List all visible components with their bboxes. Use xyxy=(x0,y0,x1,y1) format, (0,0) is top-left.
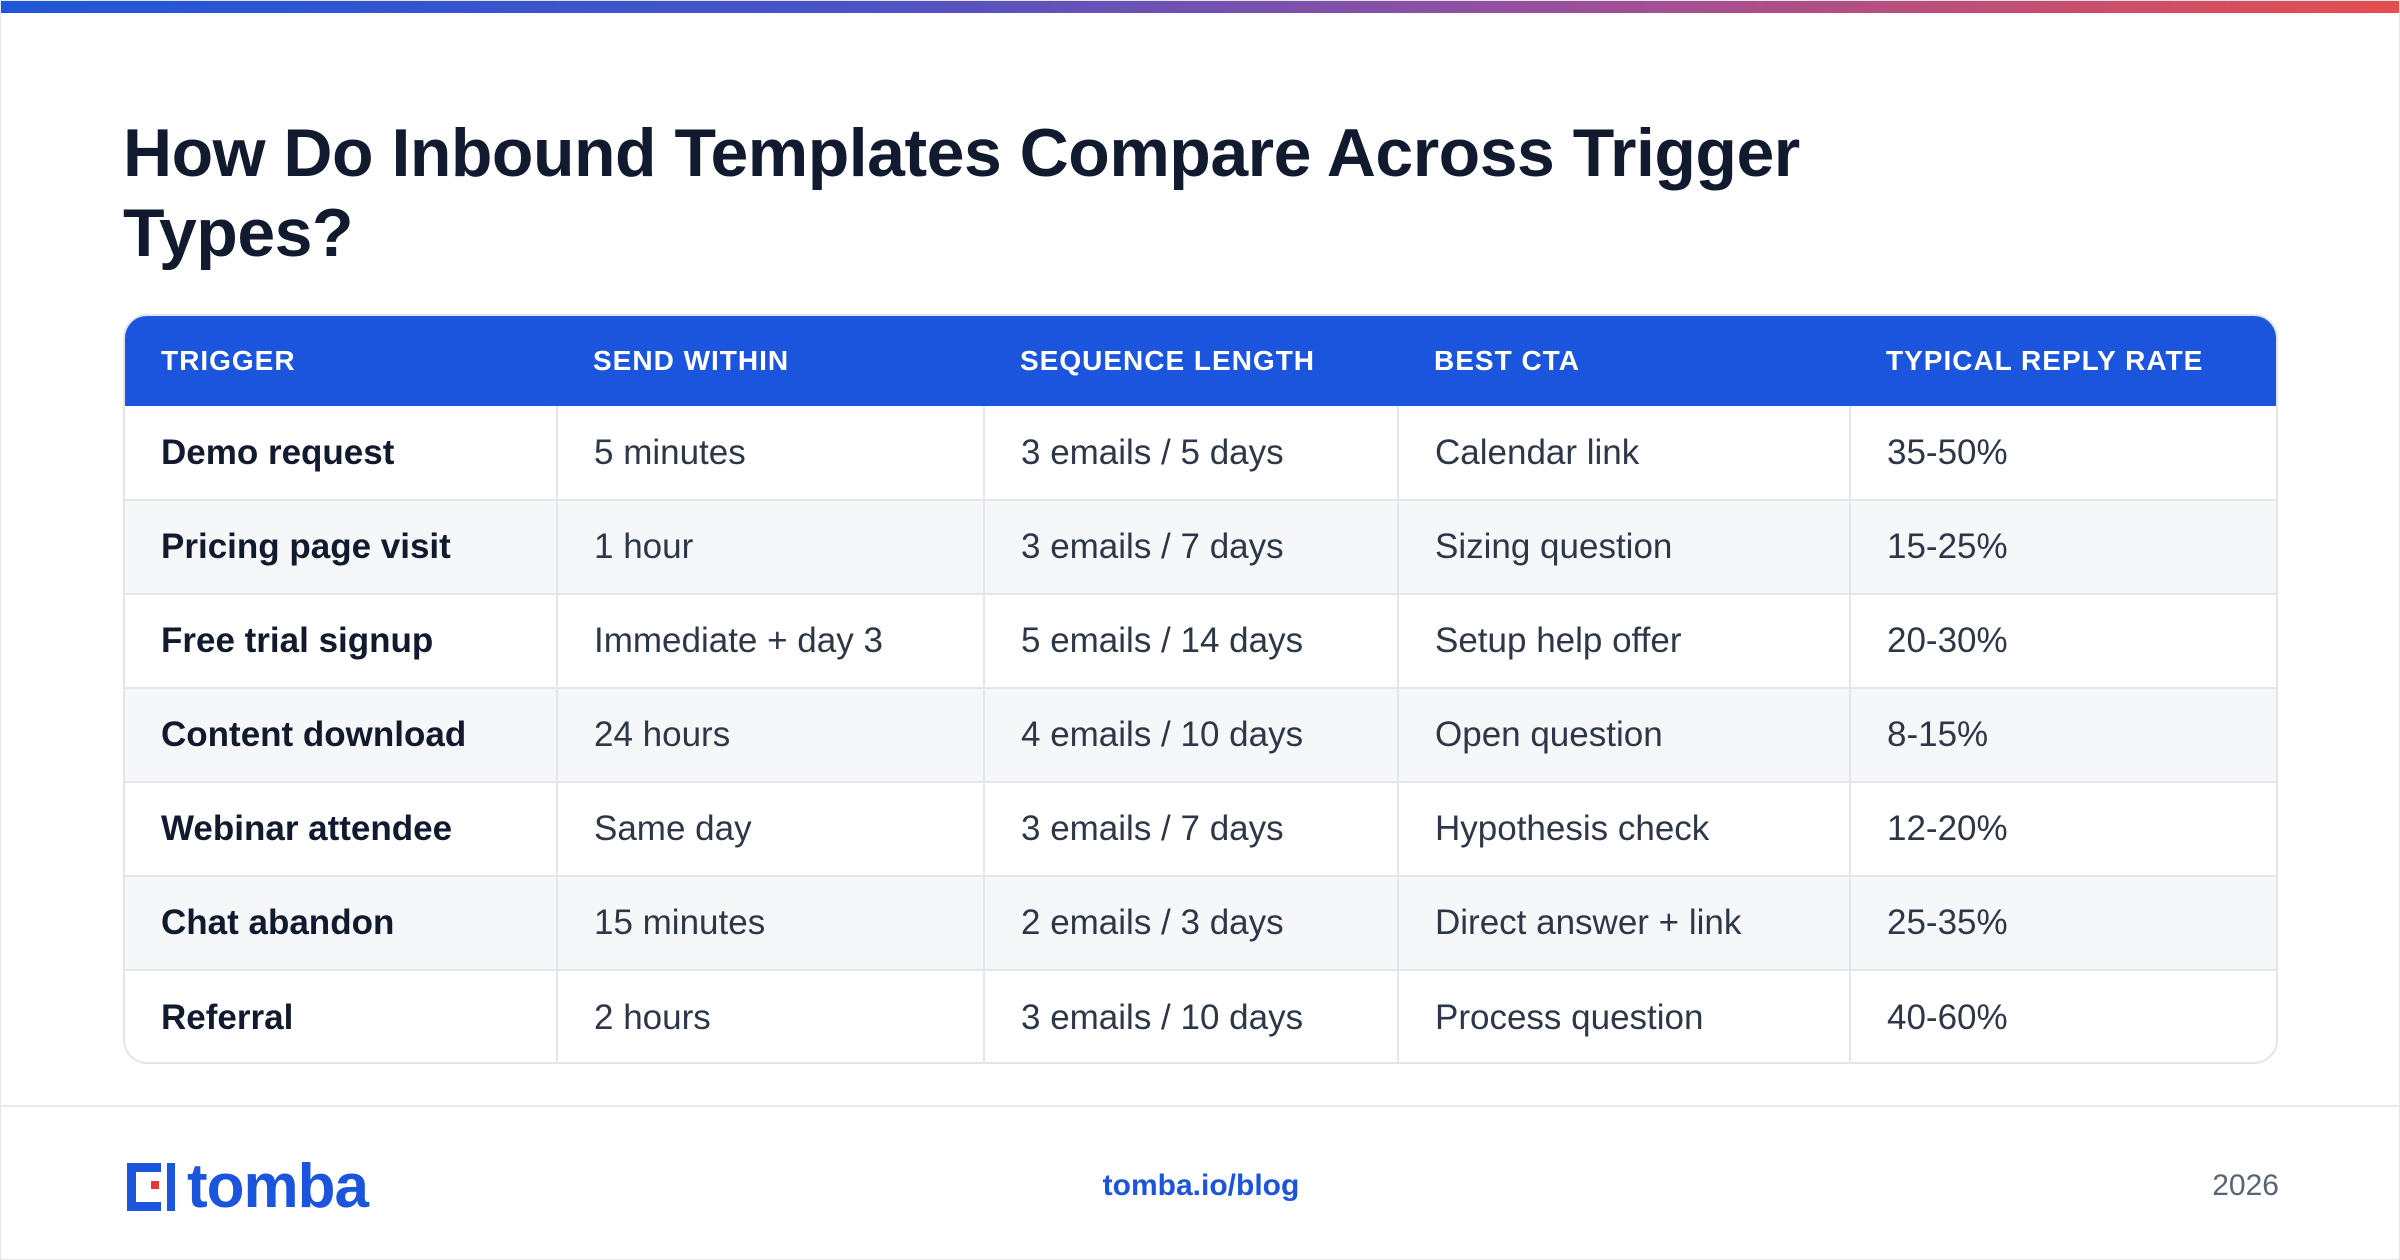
cell-best-cta: Calendar link xyxy=(1397,406,1850,500)
cell-reply-rate: 8-15% xyxy=(1849,687,2276,782)
header-best-cta: BEST CTA xyxy=(1434,345,1580,376)
logo-wordmark: tomba xyxy=(187,1152,369,1221)
cell-trigger: Content download xyxy=(125,687,557,782)
cell-best-cta: Sizing question xyxy=(1397,499,1850,594)
table-row: Free trial signup Immediate + day 3 5 em… xyxy=(125,593,2276,688)
cell-send-within: 5 minutes xyxy=(556,406,984,500)
cell-best-cta: Open question xyxy=(1397,687,1850,782)
cell-best-cta: Setup help offer xyxy=(1397,593,1850,688)
cell-reply-rate: 15-25% xyxy=(1849,499,2276,594)
cell-sequence-length: 2 emails / 3 days xyxy=(983,875,1398,970)
cell-send-within: 15 minutes xyxy=(556,875,984,970)
header-typical-reply-rate: TYPICAL REPLY RATE xyxy=(1886,345,2204,376)
brand-logo[interactable]: tomba xyxy=(123,1152,369,1221)
comparison-table-card: TRIGGER SEND WITHIN SEQUENCE LENGTH BEST… xyxy=(123,314,2278,1064)
cell-reply-rate: 25-35% xyxy=(1849,875,2276,970)
cell-sequence-length: 4 emails / 10 days xyxy=(983,687,1398,782)
page-title: How Do Inbound Templates Compare Across … xyxy=(123,115,1800,271)
cell-sequence-length: 5 emails / 14 days xyxy=(983,593,1398,688)
header-sequence-length: SEQUENCE LENGTH xyxy=(1020,345,1316,376)
cell-reply-rate: 40-60% xyxy=(1849,969,2276,1062)
cell-trigger: Webinar attendee xyxy=(125,781,557,876)
cell-sequence-length: 3 emails / 5 days xyxy=(983,406,1398,500)
header-trigger: TRIGGER xyxy=(161,345,296,376)
blog-link[interactable]: tomba.io/blog xyxy=(1102,1169,1300,1202)
cell-send-within: 24 hours xyxy=(556,687,984,782)
cell-best-cta: Hypothesis check xyxy=(1397,781,1850,876)
cell-trigger: Pricing page visit xyxy=(125,499,557,594)
table-row: Content download 24 hours 4 emails / 10 … xyxy=(125,687,2276,782)
table-row: Demo request 5 minutes 3 emails / 5 days… xyxy=(125,406,2276,500)
cell-reply-rate: 12-20% xyxy=(1849,781,2276,876)
cell-best-cta: Process question xyxy=(1397,969,1850,1062)
table-row: Referral 2 hours 3 emails / 10 days Proc… xyxy=(125,969,2276,1062)
cell-sequence-length: 3 emails / 7 days xyxy=(983,781,1398,876)
cell-trigger: Referral xyxy=(125,969,557,1062)
cell-send-within: 2 hours xyxy=(556,969,984,1062)
cell-send-within: Same day xyxy=(556,781,984,876)
cell-trigger: Chat abandon xyxy=(125,875,557,970)
cell-send-within: Immediate + day 3 xyxy=(556,593,984,688)
cell-send-within: 1 hour xyxy=(556,499,984,594)
cell-reply-rate: 35-50% xyxy=(1849,406,2276,500)
header-send-within: SEND WITHIN xyxy=(593,345,790,376)
footer: tomba tomba.io/blog 2026 xyxy=(1,1105,2399,1259)
top-gradient-bar xyxy=(1,1,2399,13)
cell-trigger: Free trial signup xyxy=(125,593,557,688)
table-row: Chat abandon 15 minutes 2 emails / 3 day… xyxy=(125,875,2276,970)
cell-reply-rate: 20-30% xyxy=(1849,593,2276,688)
table-header-row: TRIGGER SEND WITHIN SEQUENCE LENGTH BEST… xyxy=(125,316,2276,406)
cell-trigger: Demo request xyxy=(161,432,395,472)
table-row: Pricing page visit 1 hour 3 emails / 7 d… xyxy=(125,499,2276,594)
tomba-logo-icon xyxy=(127,1163,175,1211)
table-row: Webinar attendee Same day 3 emails / 7 d… xyxy=(125,781,2276,876)
footer-year: 2026 xyxy=(2212,1169,2279,1202)
cell-sequence-length: 3 emails / 7 days xyxy=(983,499,1398,594)
cell-best-cta: Direct answer + link xyxy=(1397,875,1850,970)
cell-sequence-length: 3 emails / 10 days xyxy=(983,969,1398,1062)
comparison-table: TRIGGER SEND WITHIN SEQUENCE LENGTH BEST… xyxy=(125,316,2276,1062)
